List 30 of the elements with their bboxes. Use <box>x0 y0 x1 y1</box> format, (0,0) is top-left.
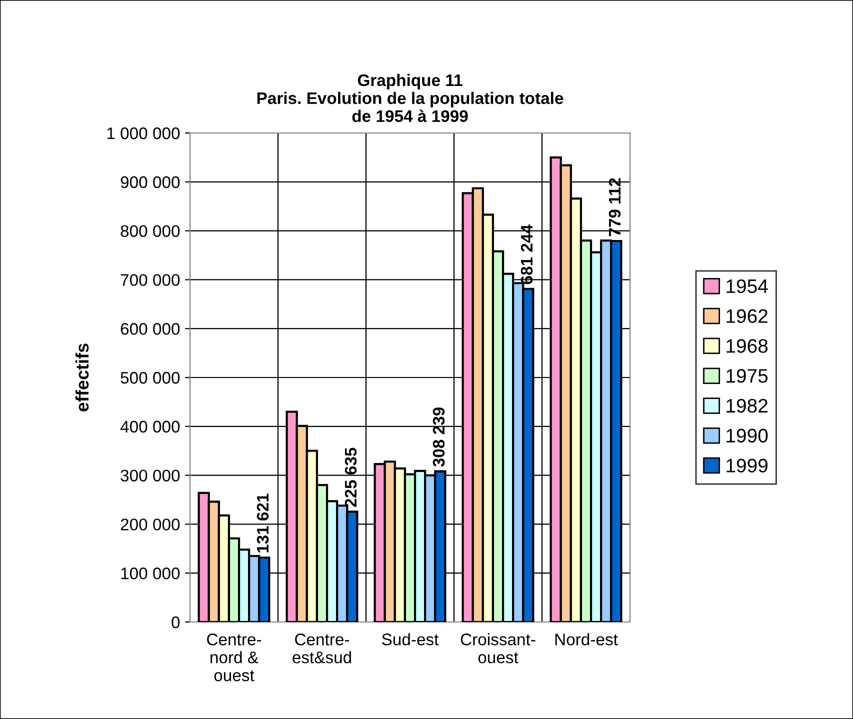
y-tick-label: 700 000 <box>120 274 180 286</box>
y-tick-label: 0 <box>172 616 180 628</box>
y-tick-label: 400 000 <box>120 420 180 433</box>
legend-label: 1968 <box>726 339 768 353</box>
chart-title: Graphique 11 Paris. Evolution de la population totale de 1954 à 1999 <box>257 74 564 122</box>
x-tick-label: Croissant- ouest <box>460 633 536 664</box>
y-tick-label: 1 000 000 <box>107 127 180 140</box>
y-tick-label: 600 000 <box>120 323 180 335</box>
legend-label: 1962 <box>726 309 768 323</box>
legend-label: 1999 <box>726 458 768 472</box>
legend-label: 1982 <box>726 398 768 413</box>
legend-label: 1990 <box>726 428 768 443</box>
y-tick-label: 100 000 <box>121 568 180 580</box>
x-tick-label: Centre- nord & ouest <box>207 634 262 682</box>
legend-label: 1954 <box>726 279 768 294</box>
y-tick-label: 300 000 <box>120 470 180 482</box>
x-tick-label: Centre- est&sud <box>292 634 352 664</box>
data-label: 779 112 <box>608 178 621 236</box>
x-tick-label: Sud-est <box>382 633 439 646</box>
legend-label: 1975 <box>726 369 768 383</box>
data-label: 225 635 <box>344 448 357 507</box>
y-tick-label: 900 000 <box>120 176 180 188</box>
y-axis-title: effectifs <box>75 344 89 412</box>
y-tick-label: 200 000 <box>120 518 180 530</box>
y-tick-label: 800 000 <box>120 225 180 238</box>
data-label: 308 239 <box>432 407 445 467</box>
y-tick-label: 500 000 <box>120 372 180 384</box>
x-tick-label: Nord-est <box>555 633 618 646</box>
data-label: 131 621 <box>256 494 269 552</box>
data-label: 681 244 <box>520 224 533 284</box>
